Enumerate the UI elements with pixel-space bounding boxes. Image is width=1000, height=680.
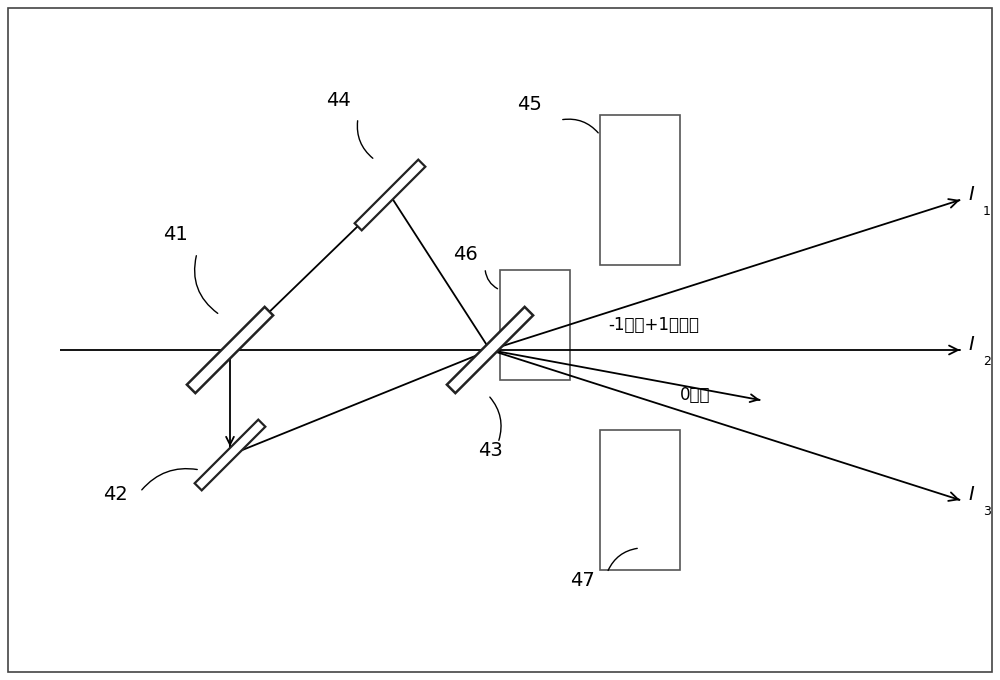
Text: 46: 46 (453, 245, 477, 265)
Text: I: I (968, 186, 974, 205)
Bar (600, 115, 680, 265)
Text: 1: 1 (983, 205, 991, 218)
Text: I: I (968, 335, 974, 354)
Bar (500, 270, 570, 380)
Polygon shape (187, 307, 273, 393)
Polygon shape (195, 420, 265, 490)
Text: 45: 45 (518, 95, 542, 114)
Text: 47: 47 (570, 571, 594, 590)
Text: 3: 3 (983, 505, 991, 518)
Bar (600, 430, 680, 570)
Text: 44: 44 (326, 90, 350, 109)
Text: 0级光: 0级光 (680, 386, 710, 404)
Text: I: I (968, 486, 974, 505)
Text: 41: 41 (163, 226, 187, 245)
Polygon shape (447, 307, 533, 393)
Text: 42: 42 (103, 486, 127, 505)
Text: -1（或+1）级光: -1（或+1）级光 (608, 316, 699, 334)
Polygon shape (355, 160, 425, 231)
Text: 43: 43 (478, 441, 502, 460)
Text: 2: 2 (983, 355, 991, 368)
